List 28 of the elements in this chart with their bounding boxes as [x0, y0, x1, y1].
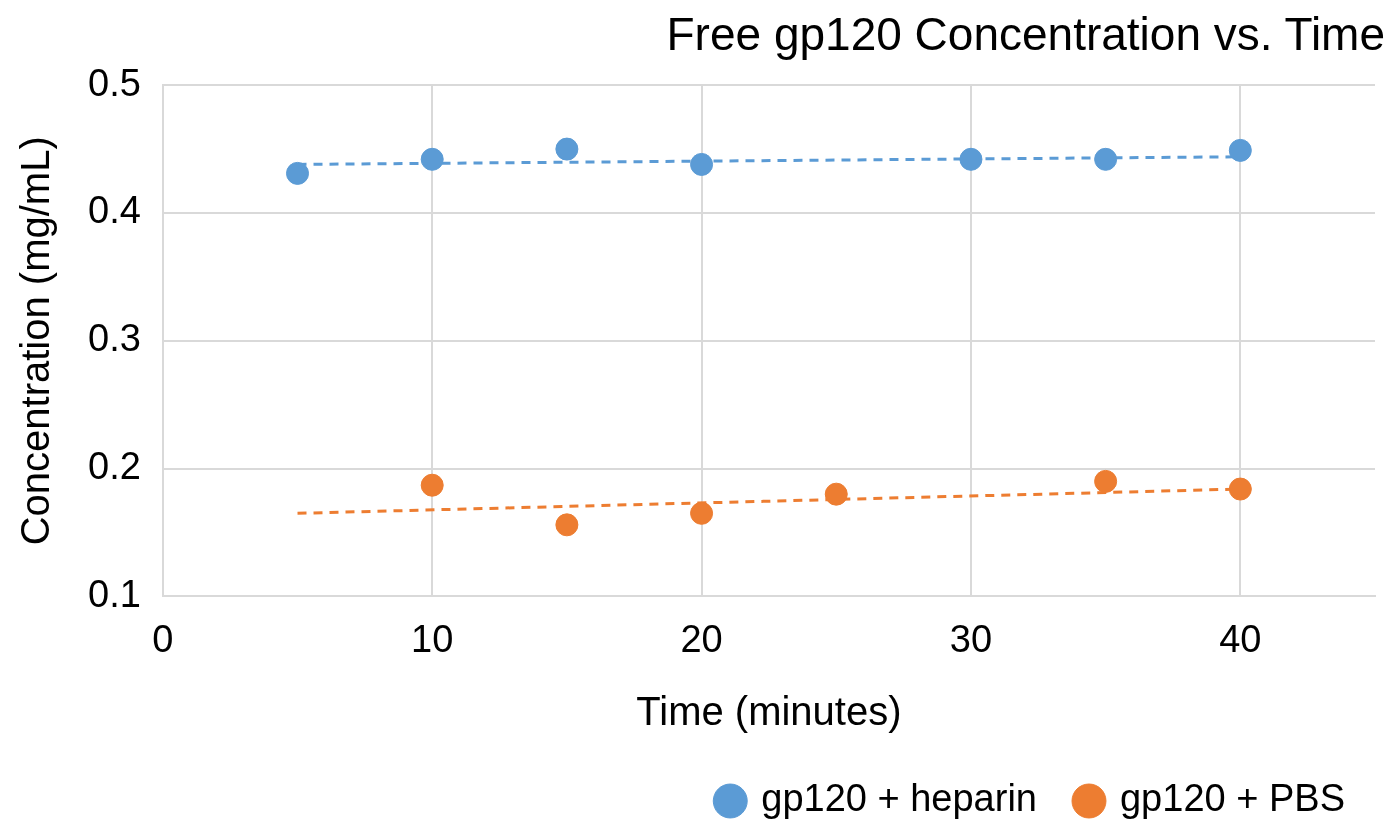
point: [690, 501, 714, 525]
point: [690, 152, 714, 176]
y-tick-label: 0.2: [88, 445, 141, 488]
point: [1094, 469, 1118, 493]
chart-title: Free gp120 Concentration vs. Time: [666, 8, 1385, 61]
point: [824, 482, 848, 506]
point: [555, 513, 579, 537]
legend-label: gp120 + heparin: [761, 777, 1037, 820]
x-tick-label: 0: [152, 617, 174, 660]
x-tick-label: 20: [680, 617, 723, 660]
point: [420, 473, 444, 497]
y-axis-title: Concentration (mg/mL): [13, 136, 58, 546]
x-tick-label: 40: [1219, 617, 1262, 660]
x-axis-title: Time (minutes): [636, 689, 902, 734]
x-tick-label: 30: [949, 617, 993, 660]
point: [555, 137, 579, 161]
legend-label: gp120 + PBS: [1119, 777, 1345, 820]
point: [959, 147, 983, 171]
point: [1094, 147, 1118, 171]
point: [286, 161, 310, 185]
y-tick-label: 0.1: [88, 572, 141, 615]
x-tick-label: 10: [411, 617, 454, 660]
point: [420, 147, 444, 171]
y-tick-label: 0.4: [88, 189, 141, 232]
point: [1228, 138, 1252, 162]
y-tick-label: 0.3: [88, 317, 141, 360]
point: [1228, 477, 1252, 501]
y-tick-label: 0.5: [88, 61, 141, 104]
